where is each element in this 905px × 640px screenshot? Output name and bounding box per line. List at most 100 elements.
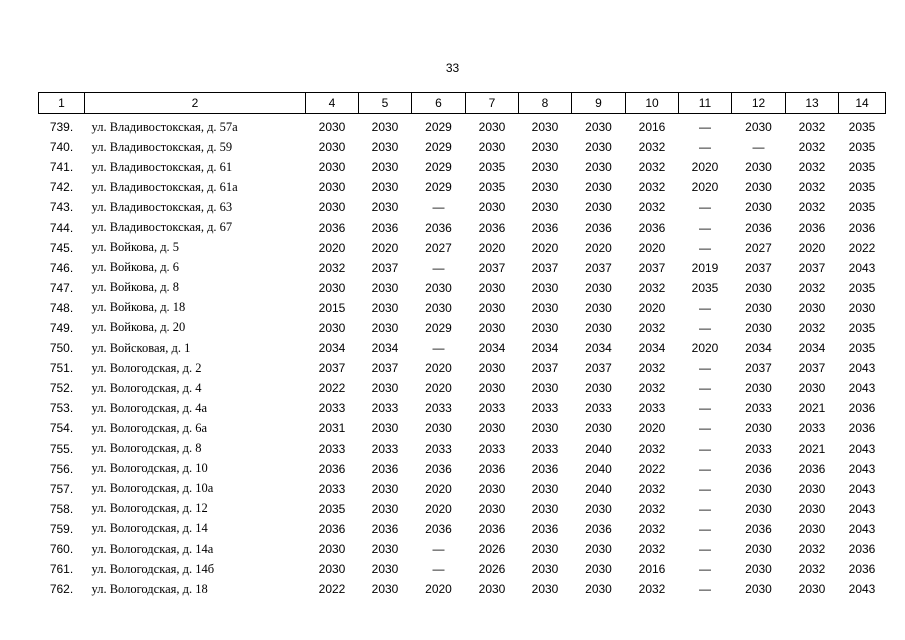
header-cell: 12 [731,92,786,114]
address: ул. Вологодская, д. 8 [91,441,202,456]
year-cell: 2033 [585,401,612,416]
year-cell: 2030 [531,300,559,315]
year-cell: 2030 [745,160,772,175]
year-cell: 2032 [638,200,666,215]
table-row: 760. ул. Вологодская, д. 14а 2030 2030 — 2026… [39,539,886,559]
year-cell: 2030 [745,562,772,577]
year-cell: 2030 [371,120,399,135]
table-row: 757. ул. Вологодская, д. 10а 2033 2030 2020 2… [39,479,886,499]
year-cell: 2030 [798,381,826,396]
year-cell: 2015 [318,300,346,315]
year-cell: 2043 [848,501,876,516]
year-cell: 2036 [318,521,346,536]
year-cell: 2020 [638,300,666,315]
row-number: 742. [49,180,74,195]
year-cell: 2030 [371,481,399,496]
year-cell: 2030 [585,542,612,557]
year-cell: 2033 [318,441,346,456]
year-cell: 2040 [585,441,612,456]
year-cell: 2030 [478,320,506,335]
year-cell: 2030 [318,120,346,135]
year-cell: 2036 [425,461,452,476]
address: ул. Войкова, д. 18 [91,300,186,315]
year-cell: 2030 [371,320,399,335]
row-number: 756. [49,461,74,476]
year-cell: 2020 [478,240,506,255]
page-number: 33 [445,61,460,75]
year-cell: 2043 [848,582,876,597]
year-cell: 2030 [745,542,772,557]
year-cell: 2034 [585,341,612,356]
year-cell: 2030 [478,300,506,315]
year-cell: 2032 [798,562,826,577]
year-cell: 2030 [371,160,399,175]
year-cell: 2036 [585,220,612,235]
table-row: 755. ул. Вологодская, д. 8 2033 2033 2033 203… [39,439,886,459]
year-cell: 2030 [585,421,612,436]
year-cell: 2035 [848,200,876,215]
year-cell: 2030 [531,481,559,496]
table-row: 753. ул. Вологодская, д. 4а 2033 2033 2033 20… [39,398,886,418]
year-cell: 2030 [531,421,559,436]
year-cell: 2030 [745,501,772,516]
year-cell: 2030 [531,180,559,195]
year-cell: — [699,562,711,577]
year-cell: 2020 [425,481,452,496]
year-cell: 2030 [745,320,772,335]
year-cell: 2030 [318,320,346,335]
year-cell: 2020 [638,240,666,255]
year-cell: 2037 [585,361,612,376]
year-cell: 2034 [798,341,826,356]
address: ул. Вологодская, д. 14б [91,561,215,576]
year-cell: — [699,320,711,335]
address: ул. Войсковая, д. 1 [91,340,191,355]
address: ул. Войкова, д. 6 [91,260,180,275]
row-number: 748. [49,300,74,315]
header-cell: 10 [625,92,679,114]
year-cell: 2032 [798,180,826,195]
address: ул. Владивостокская, д. 61 [91,159,233,174]
year-cell: 2030 [371,421,399,436]
year-cell: 2035 [478,180,506,195]
table-row: 740. ул. Владивостокская, д. 59 2030 2030 20… [39,137,886,157]
year-cell: 2030 [318,200,346,215]
year-cell: 2030 [745,300,772,315]
year-cell: 2036 [478,521,506,536]
year-cell: 2022 [638,461,666,476]
year-cell: 2030 [478,361,506,376]
year-cell: 2033 [318,481,346,496]
year-cell: 2030 [478,120,506,135]
table-row: 743. ул. Владивостокская, д. 63 2030 2030 — 2… [39,197,886,217]
year-cell: — [699,120,711,135]
year-cell: 2033 [425,401,452,416]
year-cell: — [699,240,711,255]
year-cell: 2037 [585,260,612,275]
year-cell: 2030 [531,200,559,215]
year-cell: — [699,200,711,215]
year-cell: 2033 [478,441,506,456]
year-cell: — [699,481,711,496]
year-cell: 2032 [638,481,666,496]
year-cell: 2030 [585,140,612,155]
address: ул. Владивостокская, д. 59 [91,139,233,154]
year-cell: 2033 [798,421,826,436]
year-cell: 2032 [798,160,826,175]
year-cell: 2036 [848,421,876,436]
year-cell: 2037 [638,260,666,275]
year-cell: 2033 [425,441,452,456]
year-cell: 2020 [318,240,346,255]
year-cell: 2035 [848,320,876,335]
year-cell: 2020 [585,240,612,255]
year-cell: — [432,260,445,275]
year-cell: 2032 [638,521,666,536]
year-cell: 2032 [638,381,666,396]
year-cell: 2030 [745,120,772,135]
year-cell: 2036 [798,220,826,235]
year-cell: 2035 [691,280,719,295]
year-cell: 2037 [478,260,506,275]
year-cell: 2030 [478,280,506,295]
year-cell: 2022 [318,582,346,597]
year-cell: — [699,300,711,315]
address: ул. Владивостокская, д. 67 [91,220,233,235]
